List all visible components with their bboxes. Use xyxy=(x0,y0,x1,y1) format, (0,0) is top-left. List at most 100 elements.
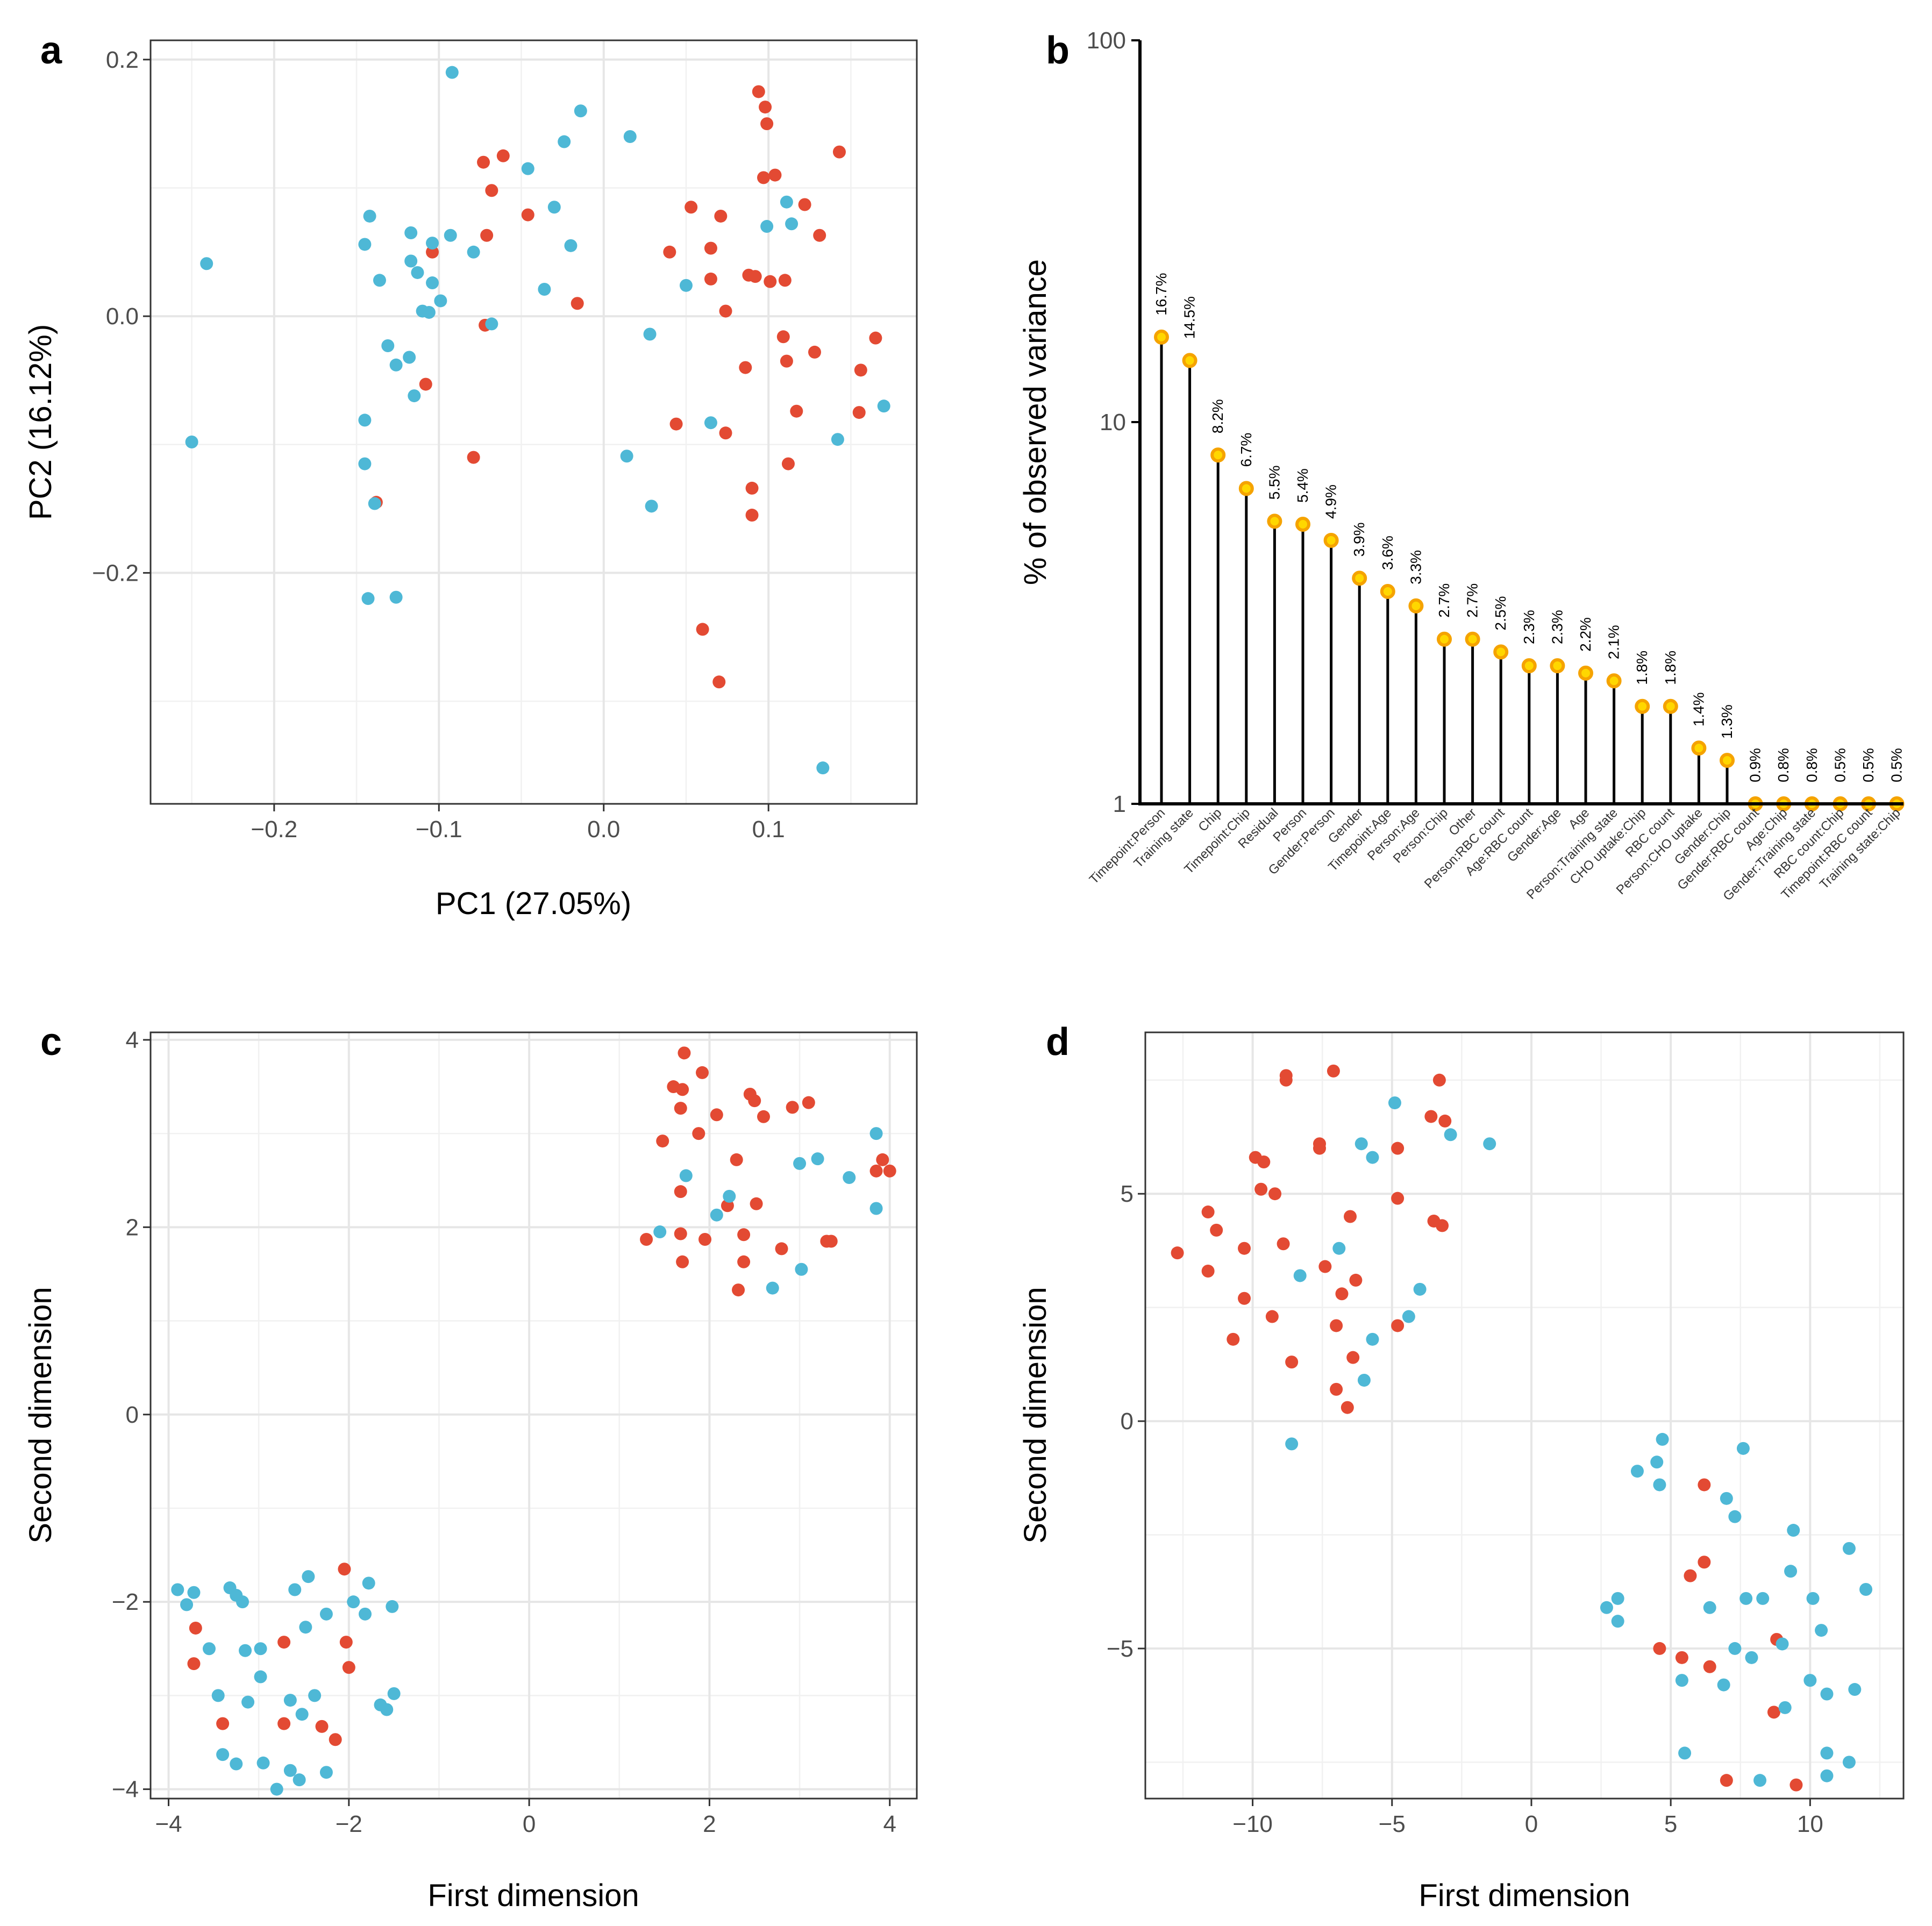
value-label: 2.7% xyxy=(1464,583,1481,618)
value-label: 1.3% xyxy=(1719,704,1735,739)
data-point-blue xyxy=(831,433,844,446)
x-tick-label: −0.1 xyxy=(416,816,462,843)
data-point-red xyxy=(1684,1569,1697,1582)
data-point-blue xyxy=(679,279,693,292)
y-tick-label: 1 xyxy=(1113,791,1126,817)
data-point-red xyxy=(757,171,770,184)
plot-frame-d xyxy=(1144,1031,1905,1800)
data-point-blue xyxy=(869,1202,883,1215)
value-label: 3.3% xyxy=(1407,550,1424,584)
data-point-blue xyxy=(869,1127,883,1140)
y-axis-title-b: % of observed variance xyxy=(1018,259,1053,585)
data-point-red xyxy=(1698,1556,1711,1569)
data-point-red xyxy=(496,149,510,162)
data-point-red xyxy=(737,1228,751,1242)
y-tick-label: 10 xyxy=(1100,409,1126,436)
data-point-red xyxy=(1254,1182,1268,1196)
y-tick-label: 5 xyxy=(1121,1181,1133,1207)
y-tick-label: 100 xyxy=(1087,27,1126,54)
y-tick-label: 4 xyxy=(126,1027,139,1053)
data-point-blue xyxy=(211,1689,225,1702)
x-tick-label: 0.1 xyxy=(752,816,785,843)
data-point-red xyxy=(1767,1706,1780,1719)
data-point-red xyxy=(876,1153,889,1166)
data-point-red xyxy=(730,1153,743,1166)
data-point-blue xyxy=(1806,1592,1820,1605)
x-tick-label: −10 xyxy=(1232,1811,1273,1837)
data-point-red xyxy=(1327,1064,1340,1078)
plot-frame-c xyxy=(149,1031,918,1800)
data-point-blue xyxy=(363,209,376,223)
x-tick-label: −2 xyxy=(336,1811,362,1837)
lollipop-head xyxy=(1210,447,1226,463)
data-point-red xyxy=(752,85,765,98)
data-point-red xyxy=(883,1164,896,1178)
data-point-blue xyxy=(843,1171,856,1185)
data-point-red xyxy=(1330,1319,1343,1332)
data-point-blue xyxy=(380,1703,394,1716)
data-point-red xyxy=(714,209,728,223)
panel-a-scatter: a −0.2 −0.1 0.0 0.1 −0.2 0.0 0.2 PC1 (27.05%)… xyxy=(23,29,918,921)
data-point-red xyxy=(1227,1332,1240,1346)
x-tick-label: 0 xyxy=(523,1811,536,1837)
data-point-blue xyxy=(1630,1465,1644,1478)
data-point-red xyxy=(1391,1319,1405,1332)
x-tick-label: 10 xyxy=(1797,1811,1823,1837)
data-point-blue xyxy=(1815,1624,1828,1637)
data-point-red xyxy=(426,245,439,259)
data-point-red xyxy=(748,1094,761,1108)
data-point-blue xyxy=(1739,1592,1753,1605)
data-point-blue xyxy=(811,1152,824,1166)
data-point-red xyxy=(750,1197,763,1210)
data-point-red xyxy=(674,1227,687,1240)
value-label: 2.3% xyxy=(1521,610,1537,644)
value-label: 2.3% xyxy=(1549,610,1565,644)
data-point-red xyxy=(342,1661,355,1674)
data-point-blue xyxy=(521,162,534,175)
data-point-blue xyxy=(1650,1456,1664,1469)
value-label: 2.1% xyxy=(1606,625,1622,659)
data-point-blue xyxy=(1366,1151,1379,1164)
data-point-blue xyxy=(373,274,386,287)
data-point-red xyxy=(1675,1651,1688,1664)
x-tick-label: 0 xyxy=(1525,1811,1538,1837)
y-tick-label: 0 xyxy=(126,1402,139,1428)
lollipop-head xyxy=(1352,570,1367,586)
data-point-red xyxy=(696,623,709,636)
data-point-red xyxy=(1344,1210,1357,1223)
lollipop-head xyxy=(1380,584,1395,600)
data-point-blue xyxy=(389,358,403,372)
data-point-blue xyxy=(1778,1701,1792,1714)
data-point-blue xyxy=(347,1595,360,1609)
y-tick-label: 0.2 xyxy=(106,47,139,73)
data-point-blue xyxy=(404,254,418,268)
lollipop-head xyxy=(1521,658,1537,674)
data-point-blue xyxy=(1354,1137,1368,1151)
data-point-blue xyxy=(1600,1601,1613,1614)
data-point-blue xyxy=(547,201,561,214)
lollipop-head xyxy=(1663,698,1678,714)
data-point-blue xyxy=(1717,1678,1730,1692)
data-point-red xyxy=(571,297,584,310)
data-point-red xyxy=(798,198,811,211)
data-point-red xyxy=(704,241,717,255)
data-point-blue xyxy=(1820,1769,1834,1782)
data-point-blue xyxy=(1728,1510,1742,1523)
value-label: 5.5% xyxy=(1266,466,1282,500)
data-point-red xyxy=(1720,1774,1733,1787)
data-point-blue xyxy=(361,592,375,605)
data-point-blue xyxy=(1285,1437,1299,1451)
value-label: 0.5% xyxy=(1860,748,1877,782)
panel-label-c: c xyxy=(40,1021,62,1064)
value-label: 2.2% xyxy=(1577,617,1594,652)
x-axis-title-a: PC1 (27.05%) xyxy=(436,886,631,921)
data-point-red xyxy=(1436,1219,1449,1232)
data-point-blue xyxy=(434,294,447,308)
data-point-red xyxy=(674,1102,687,1115)
data-point-red xyxy=(869,331,882,345)
lollipop-head xyxy=(1493,644,1509,660)
y-tick-label: 0 xyxy=(1121,1408,1133,1435)
data-point-blue xyxy=(1703,1601,1716,1614)
data-point-red xyxy=(1341,1401,1354,1414)
